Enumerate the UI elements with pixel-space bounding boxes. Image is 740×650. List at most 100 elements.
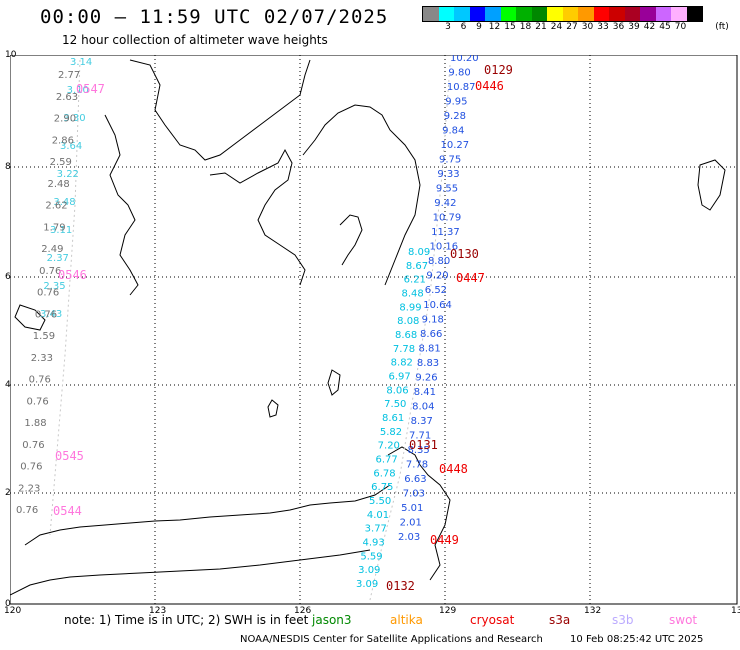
- swh-value: 8.66: [420, 329, 442, 340]
- swh-value: 3.09: [358, 565, 380, 576]
- color-swatch-1: [438, 7, 454, 21]
- map-canvas: 3.14 3.10 3.30 3.64 3.22 3.48 3.11 2.37 2.35 3.43…: [10, 55, 738, 605]
- altimeter-map[interactable]: 3.14 3.10 3.30 3.64 3.22 3.48 3.11 2.37 2.35 3.43…: [10, 55, 738, 605]
- color-swatch-6: [516, 7, 532, 21]
- swh-value: 2.77: [58, 70, 80, 81]
- color-scale-label: 12: [488, 22, 501, 32]
- swh-value: 3.30: [63, 113, 85, 124]
- swh-value: 5.50: [369, 496, 391, 507]
- pass-time-label: 0130: [450, 247, 479, 261]
- swh-value: 9.84: [442, 126, 464, 137]
- color-scale-label: 70: [674, 22, 687, 32]
- swh-value: 2.59: [50, 157, 72, 168]
- footer-credit: NOAA/NESDIS Center for Satellite Applica…: [240, 634, 703, 645]
- swh-value: 5.59: [360, 551, 382, 562]
- color-scale-label: 18: [519, 22, 532, 32]
- swh-value: 7.50: [384, 399, 406, 410]
- color-scale-bar: [422, 6, 703, 22]
- pass-time-label: 0129: [484, 63, 513, 77]
- swh-value: 2.23: [18, 483, 40, 494]
- swh-value: 9.75: [439, 155, 461, 166]
- swh-value: 9.95: [445, 97, 467, 108]
- longitude-label: 123: [149, 606, 167, 616]
- swh-value: 9.26: [415, 372, 437, 383]
- color-scale-unit: (ft): [715, 22, 729, 32]
- color-swatch-5: [500, 7, 516, 21]
- swh-value: 5.82: [380, 427, 402, 438]
- swh-value: 6.75: [371, 482, 393, 493]
- swh-value: 3.48: [53, 197, 75, 208]
- color-scale-label: 42: [643, 22, 656, 32]
- swh-value: 2.48: [48, 179, 70, 190]
- latitude-label: 8: [5, 162, 11, 172]
- pass-time-label: 0547: [76, 82, 105, 96]
- color-scale-label: 36: [612, 22, 625, 32]
- swh-value: 7.03: [403, 488, 425, 499]
- swh-value: 7.20: [378, 441, 400, 452]
- swh-value: 10.79: [433, 213, 462, 224]
- satellite-tracks: [49, 59, 451, 601]
- timestamp-text: 10 Feb 08:25:42 UTC 2025: [570, 634, 704, 645]
- color-scale-label: 6: [460, 22, 467, 32]
- swh-value: 10.20: [450, 55, 479, 64]
- swh-value: 0.76: [22, 440, 44, 451]
- color-swatch-14: [640, 7, 656, 21]
- pass-time-label: 0545: [55, 449, 84, 463]
- swh-value: 9.42: [434, 198, 456, 209]
- swh-value: 1.88: [24, 418, 46, 429]
- color-swatch-12: [609, 7, 625, 21]
- swh-value: 8.41: [414, 387, 436, 398]
- swh-value: 3.09: [356, 579, 378, 590]
- swh-value: 9.55: [436, 184, 458, 195]
- credit-text: NOAA/NESDIS Center for Satellite Applica…: [240, 634, 543, 645]
- swh-value: 9.33: [437, 169, 459, 180]
- color-scale-labels: 3 6 9 12 15 18 21 24 27 30 33 36 39 42 45 70 (ft): [422, 22, 740, 34]
- swh-value: 9.20: [426, 271, 448, 282]
- swh-value: 9.18: [422, 314, 444, 325]
- latitude-label: 2: [5, 488, 11, 498]
- swh-value: 8.37: [411, 416, 433, 427]
- swh-value: 8.06: [386, 385, 408, 396]
- swh-value: 6.21: [404, 275, 426, 286]
- swh-value: 9.80: [448, 68, 470, 79]
- color-scale-label: 45: [659, 22, 671, 32]
- longitude-label: 129: [439, 606, 457, 616]
- swh-value: 8.82: [391, 358, 413, 369]
- swh-value: 1.59: [33, 331, 55, 342]
- color-swatch-9: [562, 7, 578, 21]
- color-scale-label: 15: [504, 22, 516, 32]
- swh-value: 4.93: [363, 538, 385, 549]
- swh-value: 8.83: [417, 358, 439, 369]
- pass-time-label: 0131: [409, 438, 438, 452]
- latitude-label: 10: [5, 50, 17, 60]
- latitude-label: 6: [5, 272, 11, 282]
- swh-value: 6.97: [389, 372, 411, 383]
- swh-value: 8.08: [397, 316, 419, 327]
- color-scale-label: 21: [535, 22, 547, 32]
- satellite-s3b: s3b: [612, 613, 634, 627]
- swh-value: 2.49: [41, 244, 63, 255]
- swh-value: 2.90: [54, 114, 76, 125]
- swh-value: 2.86: [52, 135, 74, 146]
- swh-value: 8.48: [402, 289, 424, 300]
- swh-value: 3.14: [70, 57, 92, 68]
- swh-value: 2.63: [56, 92, 78, 103]
- color-scale-label: 9: [476, 22, 482, 32]
- swh-value: 3.22: [57, 169, 79, 180]
- satellite-cryosat: cryosat: [470, 613, 515, 627]
- swh-value: 3.43: [40, 309, 62, 320]
- swh-value: 8.35: [407, 445, 429, 456]
- swh-value: 6.78: [373, 468, 395, 479]
- color-scale-label: 30: [581, 22, 594, 32]
- color-swatch-11: [593, 7, 609, 21]
- color-swatch-7: [531, 7, 547, 21]
- swh-value: 0.76: [35, 309, 57, 320]
- color-scale-label: 39: [628, 22, 640, 32]
- longitude-label: 126: [294, 606, 312, 616]
- swh-value: 7.78: [406, 459, 428, 470]
- note-text: note: 1) Time is in UTC; 2) SWH is in fe…: [64, 613, 309, 627]
- swh-value: 8.81: [418, 343, 440, 354]
- swh-value: 0.76: [27, 396, 49, 407]
- longitude-label: 120: [4, 606, 22, 616]
